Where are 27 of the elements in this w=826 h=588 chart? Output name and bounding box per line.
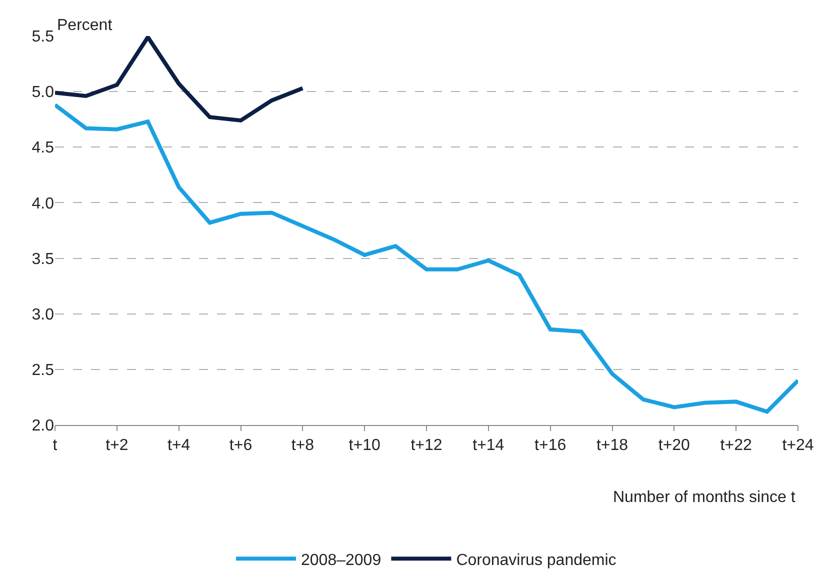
line-series [55,102,798,414]
y-tick-label: 2.0 [32,418,54,435]
x-tick-label: t [52,437,58,454]
x-tick-label: t+20 [658,437,690,454]
y-tick-label: 5.0 [32,84,54,102]
x-tick-label: t+18 [596,437,628,454]
line-series [55,36,305,122]
y-tick-label: 5.5 [32,28,54,46]
x-tick-label: t+14 [472,437,504,454]
y-tick-label: 3.0 [32,306,54,324]
y-tick-label: 3.5 [32,250,54,268]
legend-label: Coronavirus pandemic [456,552,616,569]
x-tick-label: t+4 [167,437,190,454]
x-tick-label: t+24 [782,437,814,454]
x-tick-label: t+8 [291,437,314,454]
legend-label: 2008–2009 [301,552,382,569]
y-tick-label: 2.5 [32,362,54,380]
y-axis-title: Percent [57,17,113,34]
x-tick-label: t+16 [534,437,566,454]
x-tick-label: t+2 [106,437,128,454]
y-tick-label: 4.5 [32,140,54,157]
x-tick-label: t+6 [229,437,252,454]
x-tick-label: t+10 [348,437,380,454]
x-tick-label: t+22 [720,437,752,454]
x-axis-title: Number of months since t [613,489,796,506]
y-tick-label: 4.0 [32,195,54,212]
x-tick-label: t+12 [410,437,442,454]
